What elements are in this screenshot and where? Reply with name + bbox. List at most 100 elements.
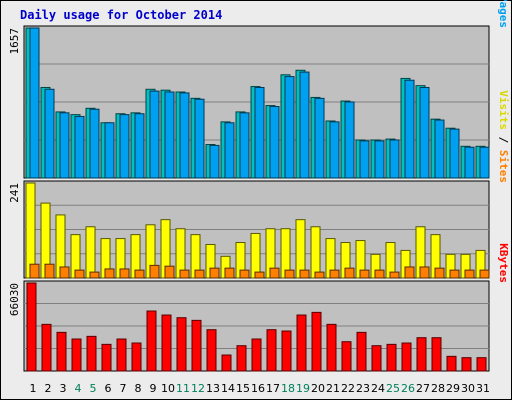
bar-files-day-25 [389,139,400,179]
bar-files-day-7 [119,114,130,179]
day-label-25: 25 [386,382,400,395]
bar-kbytes-day-3 [56,331,67,372]
bar-files-day-23 [359,140,370,179]
bar-sites-day-12 [194,269,205,279]
legend-entry: Pages [497,0,510,28]
day-label-16: 16 [251,382,265,395]
bar-sites-day-4 [74,269,85,279]
day-label-30: 30 [461,382,475,395]
day-label-28: 28 [431,382,445,395]
bar-sites-day-31 [479,269,490,279]
bar-sites-day-22 [344,267,355,279]
bar-kbytes-day-14 [221,354,232,372]
day-label-14: 14 [221,382,235,395]
bar-sites-day-17 [269,267,280,279]
bar-sites-day-29 [449,269,460,279]
bar-kbytes-day-1 [26,282,37,372]
day-label-23: 23 [356,382,370,395]
bar-kbytes-day-11 [176,317,187,372]
bar-files-day-9 [149,90,160,179]
bar-files-day-21 [329,121,340,179]
bar-sites-day-15 [239,269,250,279]
bar-files-day-30 [464,146,475,179]
day-label-19: 19 [296,382,310,395]
day-label-22: 22 [341,382,355,395]
bar-sites-day-1 [29,263,40,279]
legend: Hits / Files / Pages [497,0,510,28]
panel-3: 66030 KBytes [8,243,510,372]
y-max-label: 241 [8,183,21,203]
bar-kbytes-day-27 [416,337,427,372]
day-label-7: 7 [120,382,127,395]
bar-files-day-22 [344,101,355,179]
bar-sites-day-25 [389,271,400,279]
bar-files-day-24 [374,140,385,179]
panel-2: 241 Visits / Sites [8,90,510,279]
bar-kbytes-day-6 [101,343,112,372]
legend: Visits / Sites [497,90,510,183]
legend-entry: / [497,130,510,150]
bar-visits-day-16 [250,232,261,279]
legend: KBytes [497,243,510,283]
bar-files-day-1 [29,27,40,179]
day-label-1: 1 [30,382,37,395]
bar-files-day-4 [74,115,85,179]
day-label-9: 9 [150,382,157,395]
bar-files-day-20 [314,97,325,179]
bar-visits-day-5 [85,226,96,279]
day-label-11: 11 [176,382,190,395]
bar-sites-day-9 [149,264,160,279]
bar-sites-day-14 [224,267,235,279]
day-label-21: 21 [326,382,340,395]
bar-visits-day-20 [310,226,321,279]
bar-sites-day-26 [404,266,415,279]
y-max-label: 66030 [8,283,21,316]
day-label-26: 26 [401,382,415,395]
bar-kbytes-day-24 [371,345,382,372]
bar-sites-day-6 [104,268,115,279]
day-label-13: 13 [206,382,220,395]
bar-kbytes-day-19 [296,314,307,372]
bar-sites-day-21 [329,269,340,279]
bar-kbytes-day-20 [311,311,322,372]
bar-kbytes-day-9 [146,310,157,372]
y-max-label: 1657 [8,28,21,55]
bar-sites-day-5 [89,271,100,279]
bar-sites-day-30 [464,269,475,279]
bar-kbytes-day-30 [461,357,472,372]
bar-sites-day-28 [434,267,445,279]
day-label-24: 24 [371,382,385,395]
bar-files-day-6 [104,122,115,179]
bar-sites-day-27 [419,266,430,279]
bar-kbytes-day-4 [71,338,82,372]
bar-kbytes-day-31 [476,357,487,372]
bar-files-day-5 [89,108,100,179]
bar-sites-day-18 [284,269,295,279]
bar-kbytes-day-8 [131,342,142,372]
bar-files-day-8 [134,113,145,179]
bar-files-day-18 [284,76,295,179]
bar-sites-day-24 [374,269,385,279]
bar-kbytes-day-7 [116,338,127,372]
bar-sites-day-16 [254,271,265,279]
bar-sites-day-11 [179,269,190,279]
day-label-2: 2 [45,382,52,395]
bar-kbytes-day-13 [206,329,217,372]
bar-kbytes-day-16 [251,338,262,372]
day-label-17: 17 [266,382,280,395]
day-label-18: 18 [281,382,295,395]
bar-files-day-11 [179,92,190,179]
bar-kbytes-day-29 [446,355,457,372]
legend-entry: Visits [497,90,510,130]
bar-kbytes-day-22 [341,341,352,372]
bar-sites-day-3 [59,266,70,279]
bar-files-day-17 [269,105,280,179]
panel-1: 1657 Hits / Files / Pages [8,0,510,179]
bar-files-day-14 [224,122,235,179]
bar-files-day-12 [194,98,205,179]
day-label-31: 31 [476,382,490,395]
bar-files-day-27 [419,86,430,179]
bar-files-day-26 [404,79,415,179]
day-label-10: 10 [161,382,175,395]
legend-entry: KBytes [497,243,510,283]
